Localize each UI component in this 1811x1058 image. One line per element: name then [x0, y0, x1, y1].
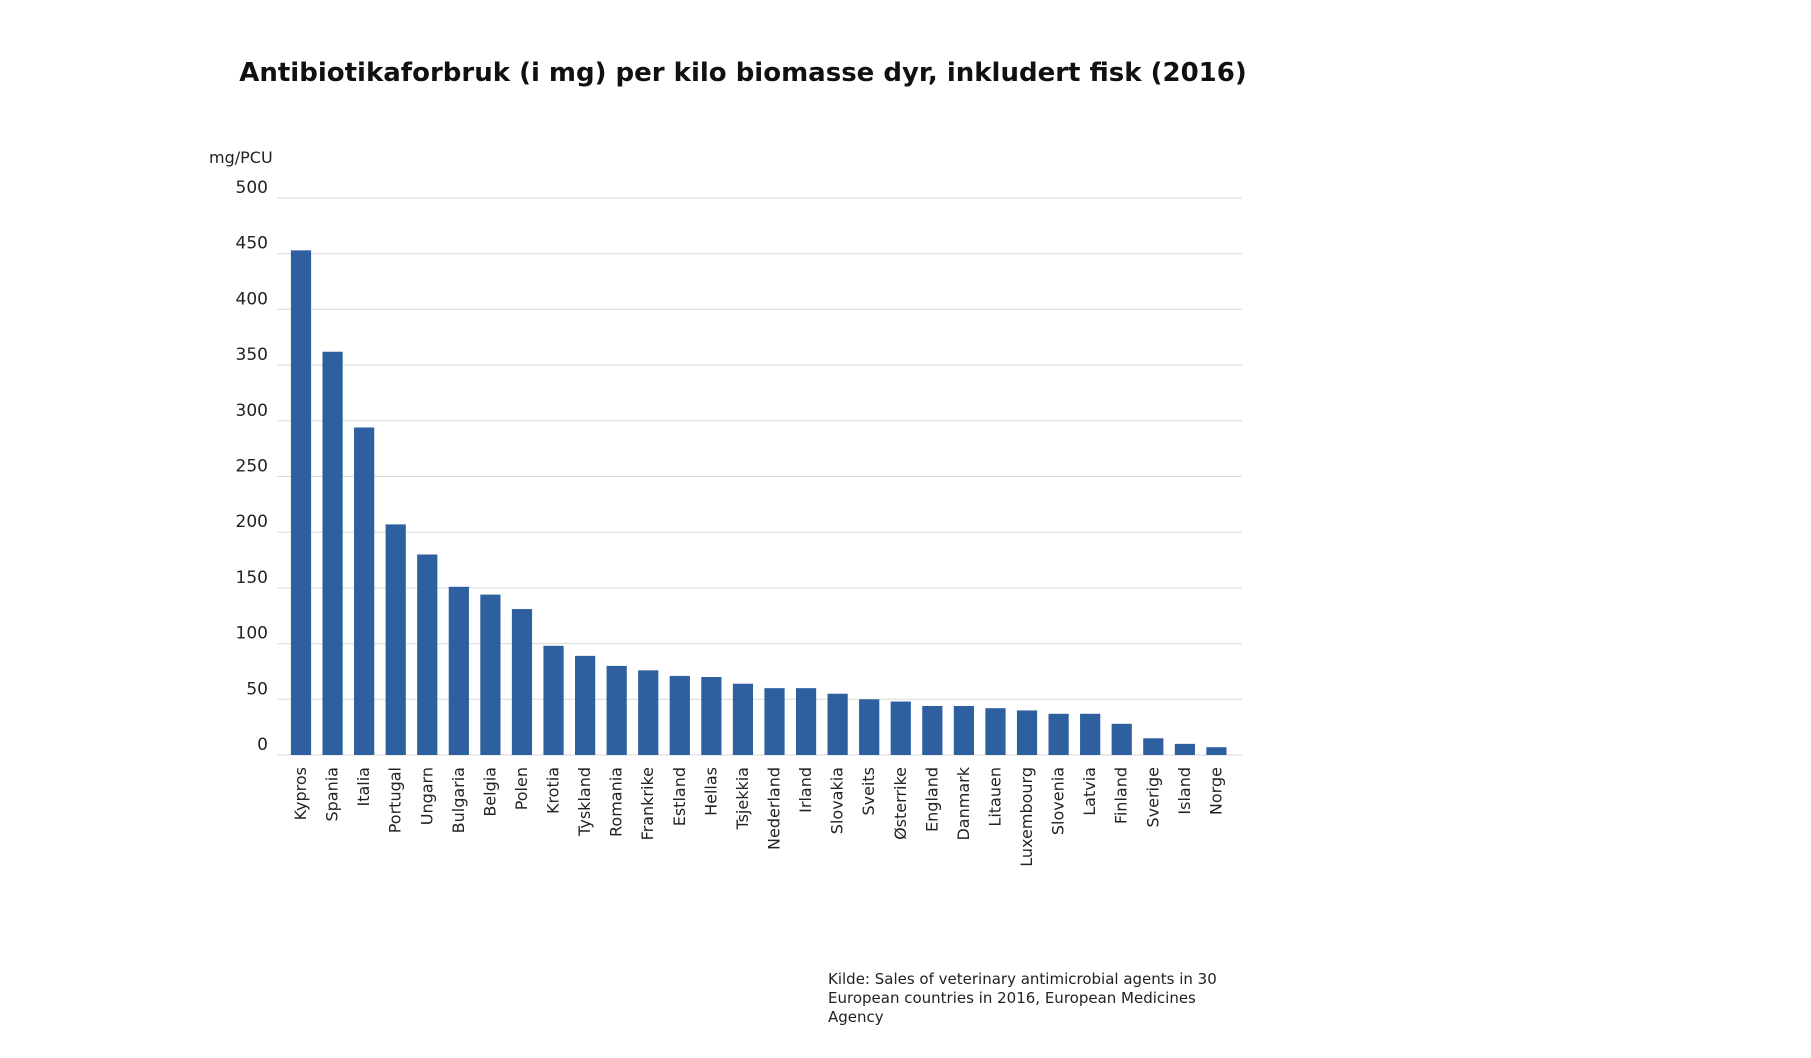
- bar: [638, 670, 659, 755]
- bars: [290, 250, 1227, 755]
- chart-title: Antibiotikaforbruk (i mg) per kilo bioma…: [239, 58, 1247, 88]
- x-tick-label: Østerrike: [891, 767, 910, 840]
- x-tick-label: Romania: [607, 767, 626, 837]
- x-tick-label: Island: [1175, 767, 1194, 815]
- x-tick-label: Estland: [670, 767, 689, 826]
- y-tick-label: 200: [236, 512, 268, 532]
- x-axis-labels: Kypros Spania Italia Portugal Ungarn Bulgaria…: [291, 766, 1225, 866]
- bar: [511, 609, 533, 755]
- x-tick-label: Bulgaria: [449, 767, 468, 833]
- x-tick-label: Spania: [323, 767, 342, 822]
- bar: [859, 699, 880, 755]
- bar: [764, 688, 785, 755]
- bar: [385, 524, 406, 755]
- bar: [953, 705, 975, 755]
- x-tick-label: Norge: [1206, 767, 1225, 815]
- y-tick-label: 350: [236, 345, 268, 365]
- bar: [1174, 743, 1195, 755]
- y-tick-label: 250: [236, 457, 268, 477]
- bar: [1016, 710, 1038, 755]
- bar: [827, 693, 848, 755]
- x-tick-label: Sveits: [859, 767, 878, 816]
- bar: [480, 594, 501, 755]
- x-tick-label: Tyskland: [575, 767, 594, 837]
- bar: [606, 665, 627, 755]
- bar: [417, 554, 438, 755]
- bar: [448, 586, 469, 755]
- x-tick-label: Nederland: [765, 767, 784, 850]
- x-tick-label: Italia: [354, 767, 373, 807]
- x-tick-label: Portugal: [386, 767, 405, 833]
- x-tick-label: Krotia: [544, 767, 563, 814]
- bar: [1080, 713, 1101, 755]
- bar: [1048, 713, 1069, 755]
- bar: [574, 655, 596, 755]
- x-tick-label: Hellas: [701, 767, 720, 816]
- bar: [543, 645, 564, 755]
- source-note: Kilde: Sales of veterinary antimicrobial…: [828, 970, 1248, 1027]
- bar: [732, 683, 754, 755]
- bar: [1206, 747, 1227, 755]
- x-tick-label: Luxembourg: [1017, 767, 1036, 867]
- x-tick-label: Belgia: [480, 767, 499, 817]
- x-tick-label: Frankrike: [638, 767, 657, 840]
- bar: [1111, 723, 1132, 755]
- x-tick-label: Danmark: [954, 766, 973, 840]
- y-tick-label: 100: [236, 624, 268, 644]
- x-tick-label: Kypros: [291, 767, 310, 820]
- x-tick-label: Litauen: [985, 767, 1004, 827]
- x-tick-label: Tsjekkia: [733, 767, 752, 831]
- x-tick-label: Irland: [796, 767, 815, 813]
- bar: [701, 677, 722, 755]
- bar: [669, 675, 690, 755]
- x-tick-label: England: [922, 767, 941, 832]
- bar: [795, 688, 817, 755]
- gridlines: [277, 197, 1242, 756]
- bar: [890, 701, 911, 755]
- source-line-1: Kilde: Sales of veterinary antimicrobial…: [828, 970, 1217, 988]
- y-axis-ticks: 0 50 100 150 200 250 300 350 400 450 500: [236, 178, 268, 755]
- y-tick-label: 500: [236, 178, 268, 198]
- bar: [322, 351, 343, 755]
- y-tick-label: 150: [236, 568, 268, 588]
- x-tick-label: Ungarn: [417, 767, 436, 825]
- y-tick-label: 400: [236, 289, 268, 309]
- x-tick-label: Sverige: [1143, 767, 1162, 828]
- x-tick-label: Finland: [1112, 767, 1131, 824]
- x-tick-label: Latvia: [1080, 767, 1099, 816]
- y-tick-label: 450: [236, 234, 268, 254]
- source-line-2: European countries in 2016, European Med…: [828, 989, 1196, 1026]
- y-tick-label: 0: [257, 735, 268, 755]
- bar: [922, 705, 943, 755]
- y-tick-label: 50: [246, 679, 268, 699]
- y-tick-label: 300: [236, 401, 268, 421]
- x-tick-label: Polen: [512, 767, 531, 810]
- x-tick-label: Slovakia: [828, 767, 847, 834]
- bar: [290, 250, 312, 755]
- x-tick-label: Slovenia: [1049, 767, 1068, 835]
- bar: [1143, 738, 1164, 755]
- y-axis-label: mg/PCU: [209, 148, 273, 167]
- bar: [985, 708, 1006, 755]
- bar: [354, 427, 375, 755]
